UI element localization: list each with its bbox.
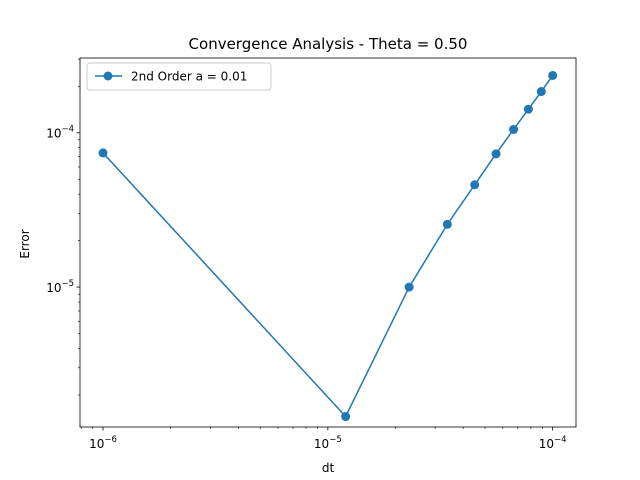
data-point bbox=[470, 180, 480, 190]
y-axis-label: Error bbox=[18, 229, 32, 258]
legend: 2nd Order a = 0.01 bbox=[86, 62, 272, 91]
data-point bbox=[98, 148, 108, 158]
axis-ticks: 10−6 10−5 10−4 10−5 10−4 bbox=[46, 57, 577, 451]
data-point bbox=[523, 104, 533, 114]
x-axis-label: dt bbox=[322, 461, 335, 475]
axes-frame bbox=[79, 57, 577, 428]
y-tick-label: 10−4 bbox=[46, 125, 74, 141]
x-tick-label: 10−5 bbox=[314, 435, 342, 451]
data-point bbox=[491, 149, 501, 159]
legend-label: 2nd Order a = 0.01 bbox=[131, 70, 247, 84]
legend-box bbox=[86, 62, 272, 91]
data-point bbox=[341, 412, 351, 422]
data-point bbox=[404, 282, 414, 292]
y-tick-label: 10−5 bbox=[46, 279, 74, 295]
x-tick-label: 10−4 bbox=[539, 435, 567, 451]
data-point bbox=[442, 219, 452, 229]
legend-marker bbox=[103, 71, 113, 81]
x-tick-label: 10−6 bbox=[89, 435, 117, 451]
chart-title: Convergence Analysis - Theta = 0.50 bbox=[189, 35, 468, 53]
plot-area bbox=[98, 70, 558, 422]
data-point bbox=[548, 70, 558, 80]
series-line-0 bbox=[102, 75, 554, 418]
data-point bbox=[536, 87, 546, 97]
data-point bbox=[509, 124, 519, 134]
